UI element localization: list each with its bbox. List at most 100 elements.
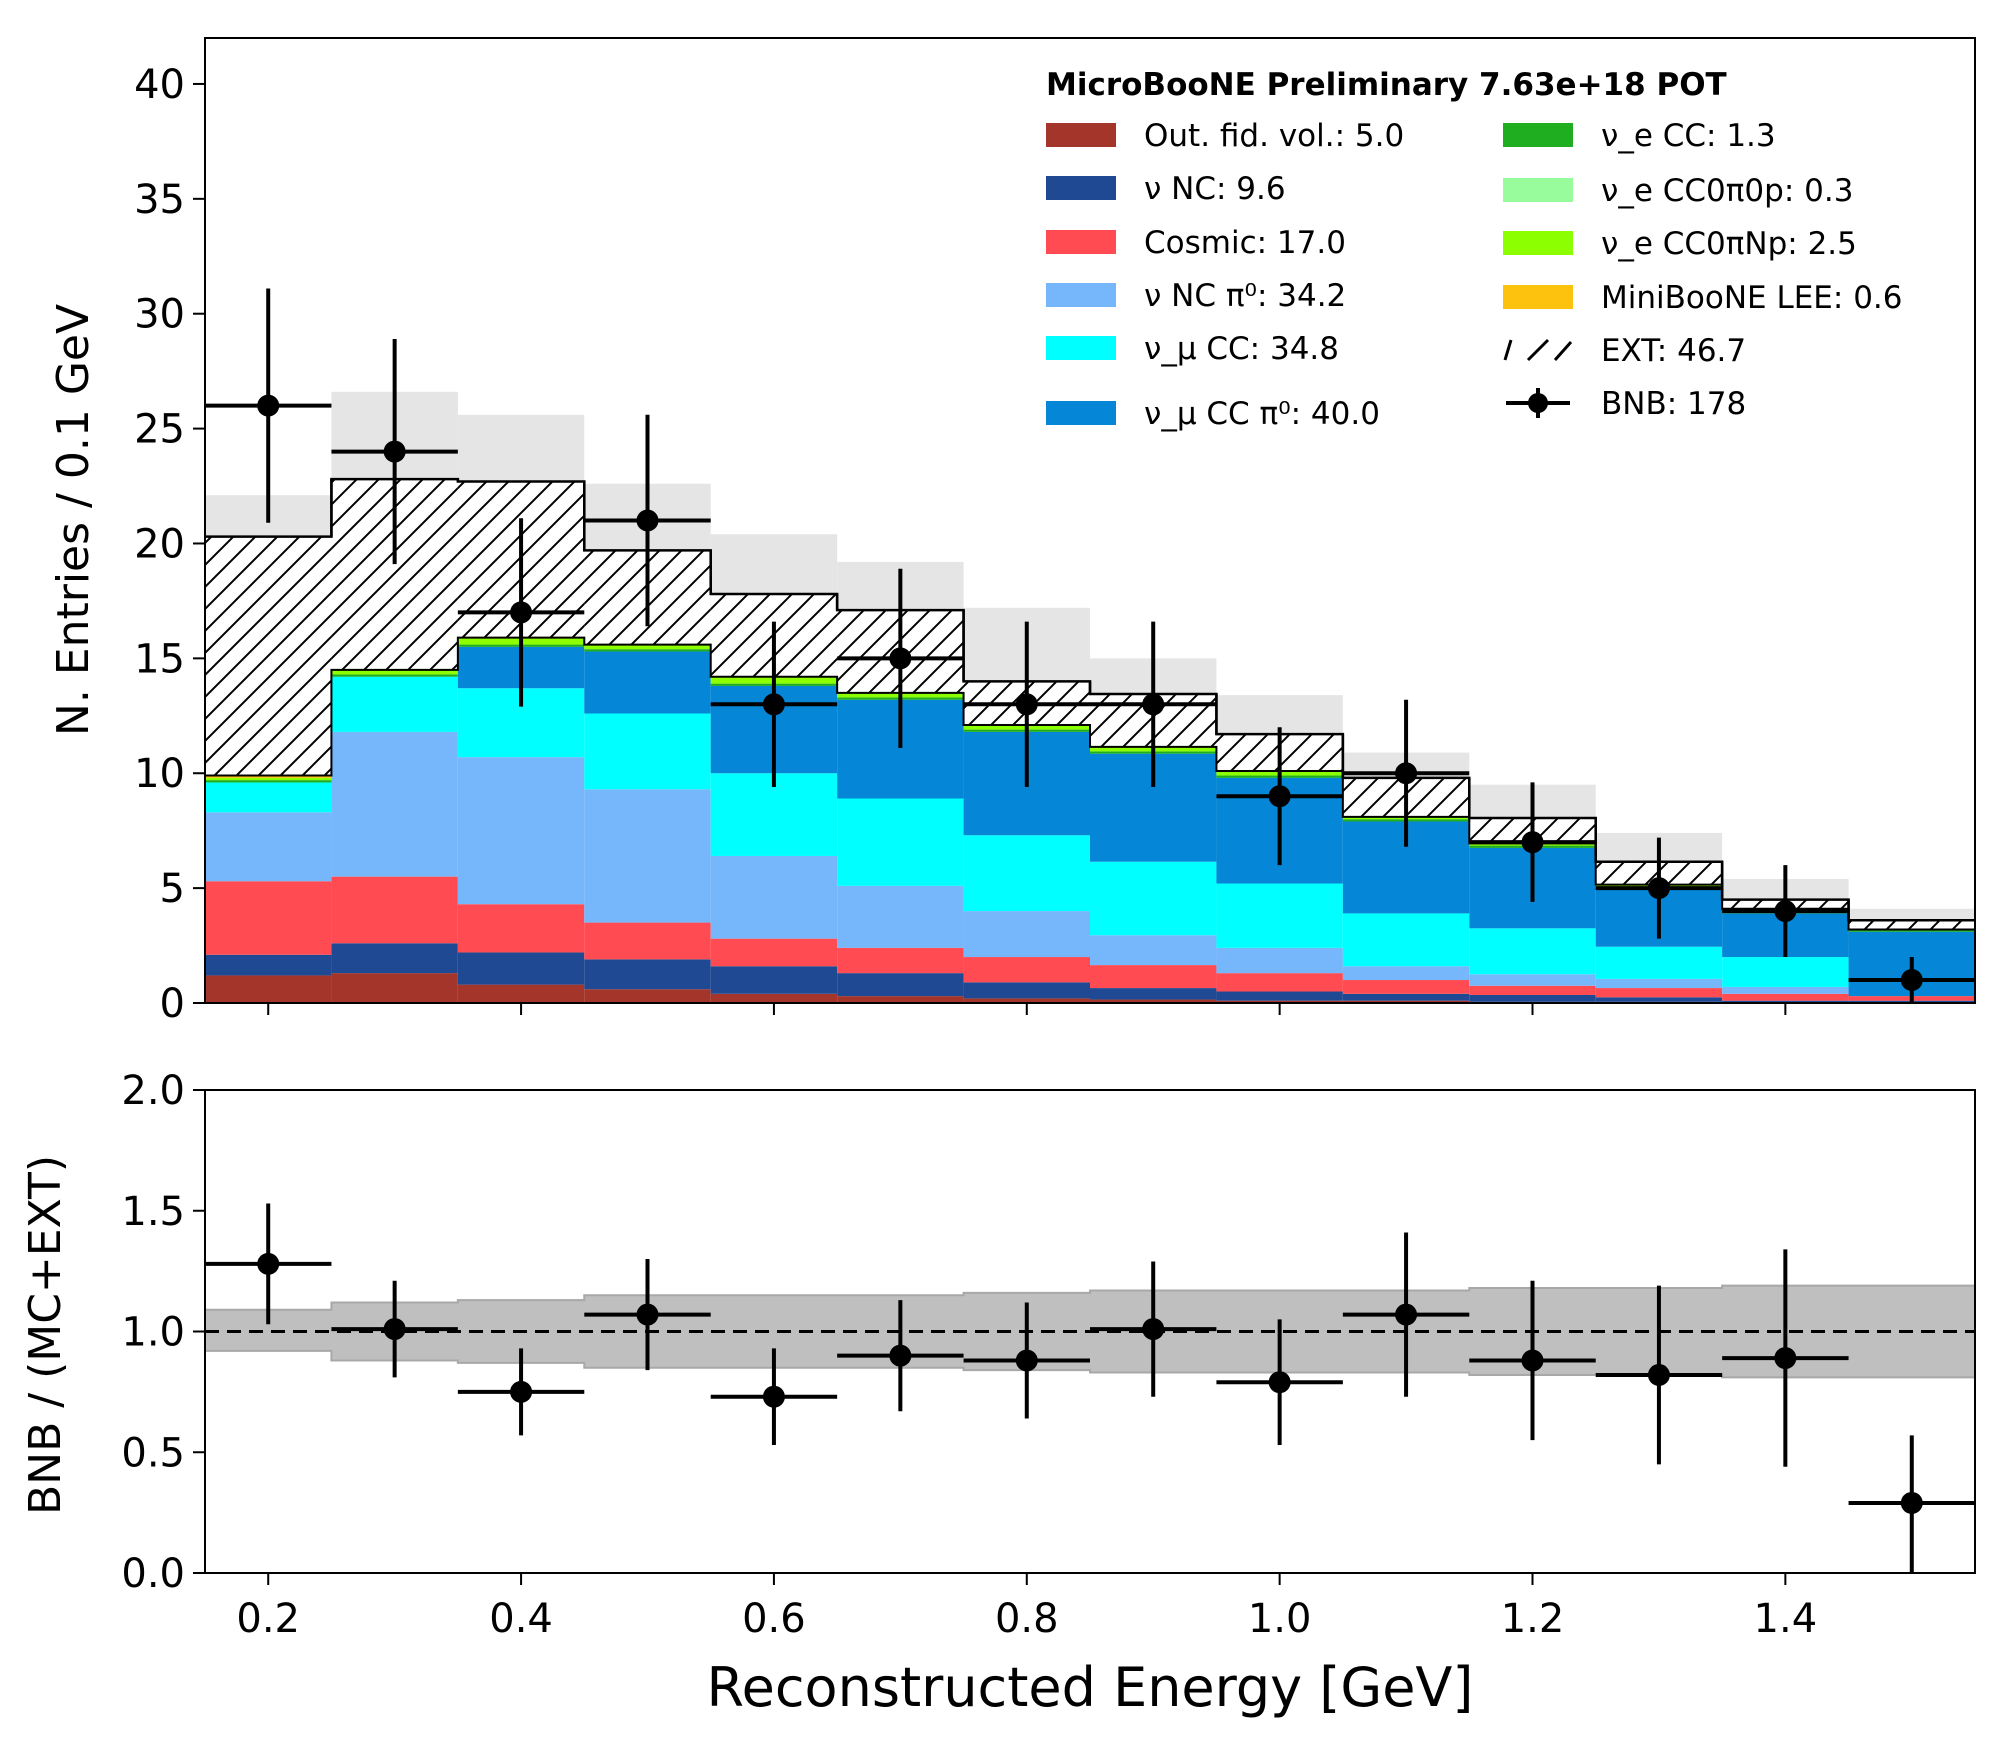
legend-item-3: ν NC π⁰: 34.2 <box>1046 278 1346 314</box>
legend-label-8: ν_e CC0πNp: 2.5 <box>1601 226 1857 262</box>
stack-bar-0-6 <box>963 998 1090 1003</box>
data-point-3 <box>584 414 711 627</box>
stack-bar-2-12 <box>1722 993 1849 1001</box>
stack-bar-0-2 <box>457 984 585 1003</box>
top-ytick-label-1: 5 <box>160 866 185 912</box>
stack-bar-4-11 <box>1595 946 1723 979</box>
legend-item-bnb: BNB: 178 <box>1506 386 1746 422</box>
bottom-panel: 0.0 0.5 1.0 1.5 2.0 0.2 0.4 0.6 0.8 1.0 1.2 1.4 BN… <box>20 1068 1976 1719</box>
stack-bar-2-6 <box>963 957 1090 983</box>
stack-bar-8-0 <box>205 777 332 781</box>
ratio-marker-10 <box>1521 1349 1544 1372</box>
data-marker-11 <box>1647 877 1670 900</box>
stack-bar-0-8 <box>1216 1000 1343 1003</box>
ratio-point-6 <box>963 1302 1090 1419</box>
legend-swatch-0 <box>1046 123 1116 147</box>
ratio-point-2 <box>457 1348 585 1436</box>
stack-bar-2-2 <box>457 904 585 953</box>
data-point-6 <box>963 621 1090 788</box>
data-marker-9 <box>1395 762 1418 785</box>
stack-bar-1-2 <box>457 952 585 985</box>
legend-label-0: Out. fid. vol.: 5.0 <box>1144 118 1404 154</box>
data-point-11 <box>1595 837 1723 939</box>
stack-bar-2-1 <box>331 876 458 944</box>
bottom-xtick-label-4: 1.0 <box>1248 1596 1312 1642</box>
legend-label-5: ν_μ CC π⁰: 40.0 <box>1144 396 1380 432</box>
bottom-xtick-label-6: 1.4 <box>1754 1596 1818 1642</box>
stack-bar-3-12 <box>1722 986 1849 994</box>
top-ytick-label-3: 15 <box>134 636 185 682</box>
bottom-xtick-label-1: 0.4 <box>489 1596 553 1642</box>
legend-item-9: MiniBooNE LEE: 0.6 <box>1503 280 1903 316</box>
ratio-marker-3 <box>636 1303 659 1326</box>
top-ytick-label-6: 30 <box>134 292 185 338</box>
ratio-point-7 <box>1090 1261 1217 1397</box>
stack-bar-1-4 <box>710 966 838 994</box>
legend-label-7: ν_e CC0π0p: 0.3 <box>1601 173 1853 209</box>
ratio-point-9 <box>1342 1232 1470 1397</box>
data-marker-4 <box>762 693 785 716</box>
legend-label-9: MiniBooNE LEE: 0.6 <box>1601 280 1903 316</box>
stack-bar-1-0 <box>205 954 332 976</box>
legend-swatch-4 <box>1046 336 1116 360</box>
top-y-ticks: 0 5 10 15 20 25 30 35 40 <box>134 62 205 1027</box>
ratio-point-3 <box>584 1259 711 1371</box>
stack-bar-0-1 <box>331 973 458 1003</box>
stack-bar-3-2 <box>457 757 585 905</box>
ratio-marker-11 <box>1647 1363 1670 1386</box>
top-x-ticks <box>267 1003 1787 1015</box>
data-point-10 <box>1469 782 1596 902</box>
data-point-0 <box>205 288 332 523</box>
stack-bar-3-11 <box>1595 978 1723 989</box>
bottom-ytick-label-2: 1.0 <box>121 1310 185 1356</box>
bottom-ytick-label-1: 0.5 <box>121 1430 185 1476</box>
stack-bar-10-0 <box>205 536 332 776</box>
legend-item-0: Out. fid. vol.: 5.0 <box>1046 118 1404 154</box>
legend-bnb-marker <box>1528 393 1548 413</box>
ratio-marker-0 <box>257 1252 280 1275</box>
stack-bar-4-10 <box>1469 928 1596 975</box>
bottom-xtick-label-0: 0.2 <box>236 1596 300 1642</box>
stack-bar-8-1 <box>331 669 458 675</box>
top-ytick-label-4: 20 <box>134 521 185 567</box>
data-point-1 <box>331 338 458 565</box>
ratio-point-10 <box>1469 1280 1596 1441</box>
stack-bar-0-0 <box>205 975 332 1003</box>
legend-item-4: ν_μ CC: 34.8 <box>1046 331 1339 367</box>
x-axis-label: Reconstructed Energy [GeV] <box>707 1656 1474 1719</box>
data-marker-8 <box>1268 785 1291 808</box>
data-marker-7 <box>1142 693 1165 716</box>
stack-bar-3-3 <box>584 789 711 923</box>
ratio-marker-13 <box>1900 1491 1923 1514</box>
stack-bar-3-5 <box>837 885 964 948</box>
legend-swatch-9 <box>1503 285 1573 309</box>
ratio-point-11 <box>1595 1285 1723 1465</box>
stack-bar-1-10 <box>1469 994 1596 1002</box>
data-marker-2 <box>510 601 533 624</box>
legend-swatch-3 <box>1046 283 1116 307</box>
top-ytick-label-7: 35 <box>134 177 185 223</box>
ratio-marker-6 <box>1015 1349 1038 1372</box>
stack-bar-2-3 <box>584 922 711 960</box>
legend-label-3: ν NC π⁰: 34.2 <box>1144 278 1346 314</box>
legend-swatch-ext <box>1503 338 1573 362</box>
stack-bar-2-0 <box>205 881 332 955</box>
stack-bar-8-3 <box>584 644 711 650</box>
stack-bar-4-0 <box>205 782 332 813</box>
stack-bar-4-12 <box>1722 957 1849 987</box>
stack-series-3 <box>205 731 1849 994</box>
stack-bar-4-7 <box>1090 861 1217 936</box>
data-marker-0 <box>257 394 280 417</box>
stack-bar-10-13 <box>1848 920 1975 930</box>
stack-bar-3-9 <box>1342 966 1470 981</box>
data-point-2 <box>457 518 585 707</box>
legend-item-8: ν_e CC0πNp: 2.5 <box>1503 226 1857 262</box>
stack-bar-1-1 <box>331 943 458 974</box>
stack-bar-2-7 <box>1090 965 1217 989</box>
top-panel: 0 5 10 15 20 25 30 35 40 N. Entries / 0.1 GeV Mi… <box>48 37 1976 1027</box>
legend-label-2: Cosmic: 17.0 <box>1144 225 1346 261</box>
top-y-axis-label: N. Entries / 0.1 GeV <box>48 304 99 736</box>
stack-bar-4-8 <box>1216 883 1343 948</box>
legend-label-6: ν_e CC: 1.3 <box>1601 118 1776 154</box>
